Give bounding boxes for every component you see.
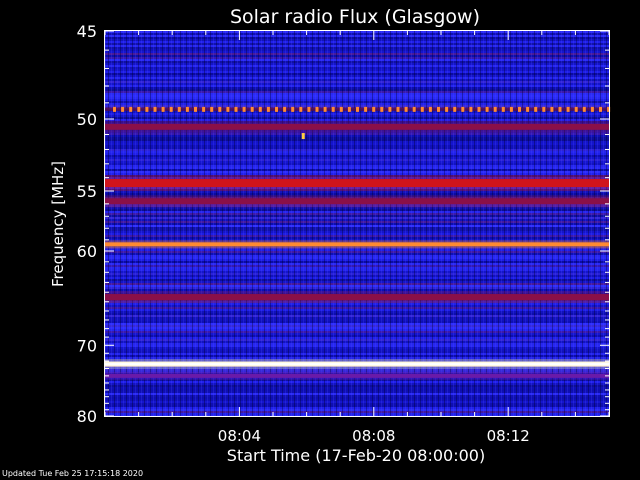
band-dot [558,106,562,112]
band-dot [469,106,473,112]
band-dot [372,106,376,112]
band-dot [550,106,554,112]
band-dot [250,106,254,112]
band-dot [428,106,432,112]
band-dot [582,106,586,112]
band-dot [509,106,513,112]
band-dot [275,106,278,112]
y-axis: 45 50 55 60 70 80 [77,22,609,426]
band-dot [242,106,246,112]
x-tick-label: 08:04 [218,427,261,445]
y-tick-label: 60 [77,242,97,261]
band-dot [404,106,408,112]
band-dot [145,106,149,112]
band-dot [412,106,416,112]
band-dot [526,106,530,112]
band-dot [518,106,521,112]
band-dot [380,106,384,112]
band-dot [315,106,319,112]
x-tick-label: 08:08 [352,427,395,445]
band-dot [388,106,392,112]
band-core [105,363,609,366]
band-dot [331,106,335,112]
band-dot [485,106,489,112]
band-dot [323,106,327,112]
plot-area [105,31,611,417]
x-axis: 08:04 08:08 08:12 [104,31,610,445]
band-dot [226,106,230,112]
band-dot [266,106,270,112]
y-tick-label: 80 [77,407,97,426]
band-dot [437,106,440,112]
band-dot [590,106,594,112]
band-dot [534,106,538,112]
band-dot [202,106,206,112]
band-74 [105,373,609,378]
band-dot [445,106,449,112]
band-dot [161,106,165,112]
y-tick-label: 55 [77,182,97,201]
band-59.4 [105,242,609,247]
band-dot [542,106,546,112]
band-dot [153,106,157,112]
band-55.8 [105,198,609,205]
band-dot [356,106,359,112]
band-dot [574,106,578,112]
y-axis-label: Frequency [MHz] [49,161,67,287]
band-dot [599,106,602,112]
band-dot [453,106,457,112]
band-dot [347,106,351,112]
band-dot [364,106,368,112]
band-dot [566,106,570,112]
updated-timestamp: Updated Tue Feb 25 17:15:18 2020 [2,469,144,478]
band-dot [501,106,505,112]
y-tick-label: 50 [77,110,97,129]
band-64.5 [105,294,609,301]
band-dot [339,106,343,112]
x-axis-label: Start Time (17-Feb-20 08:00:00) [227,446,485,465]
band-dot [194,106,197,112]
band-dot [291,106,295,112]
band-dot [283,106,287,112]
band-dot [420,106,424,112]
band-dot [493,106,497,112]
band-dot [210,106,214,112]
band-dot [129,106,133,112]
spectrogram-texture [105,31,609,416]
plot-frame [104,30,610,417]
band-dot [218,106,222,112]
band-dot [185,106,189,112]
band-dot [299,106,303,112]
band-dot [137,106,141,112]
y-tick-label: 70 [77,336,97,355]
band-dot [177,106,181,112]
burst-spot [301,133,305,140]
band-dot [461,106,465,112]
band-dot [121,106,125,112]
band-dot [258,106,262,112]
x-tick-label: 08:12 [487,427,530,445]
band-dot [234,106,238,112]
chart-title: Solar radio Flux (Glasgow) [230,6,480,28]
band-54.4 [105,179,609,188]
band-dot [307,106,311,112]
band-dot [477,106,481,112]
band-dot [607,106,611,112]
band-50.5 [105,123,609,130]
band-dot [169,106,173,112]
band-dot [113,106,116,112]
y-tick-label: 45 [77,22,97,41]
band-dot [396,106,400,112]
